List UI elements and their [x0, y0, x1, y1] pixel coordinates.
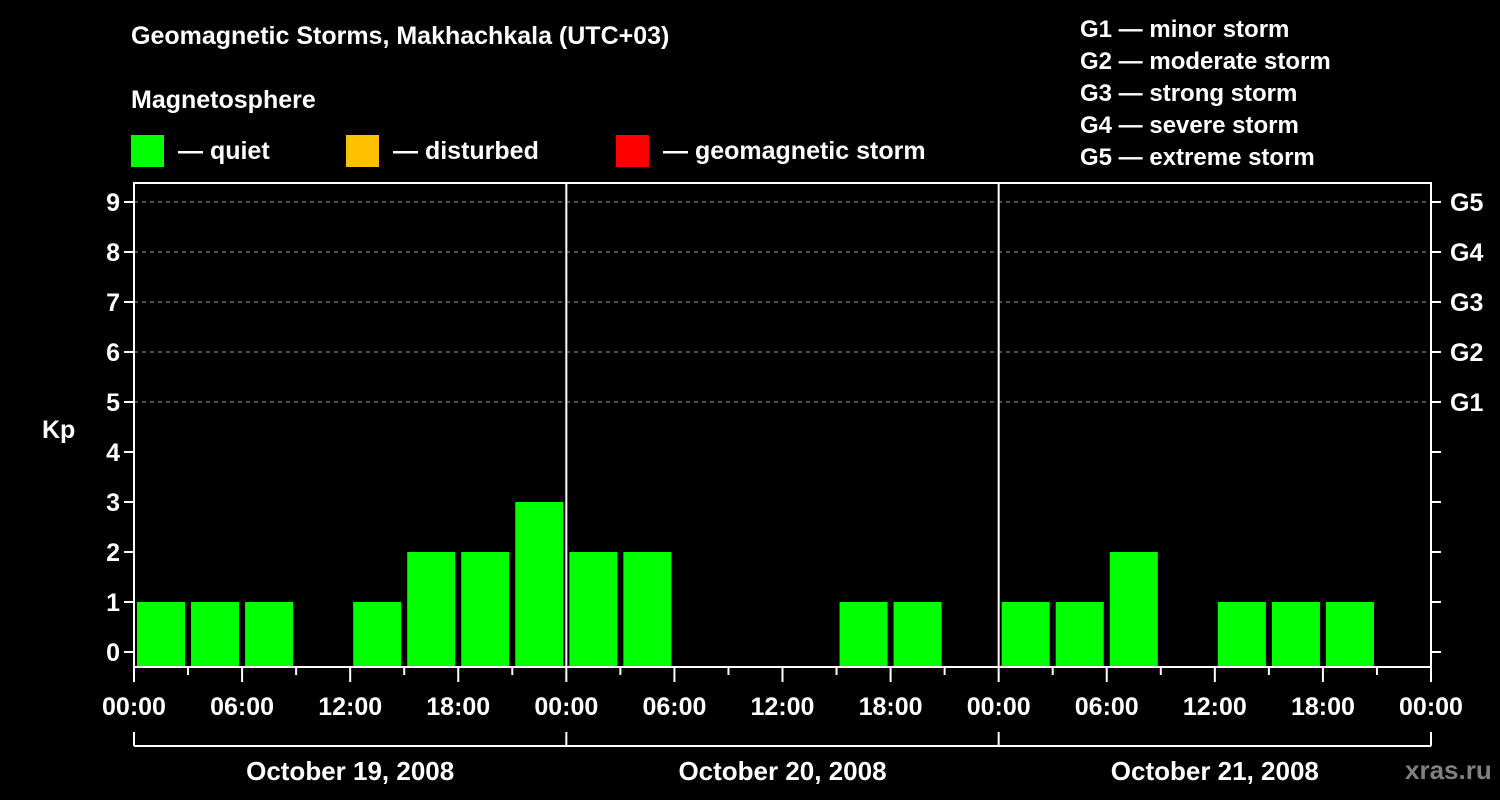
x-tick-label: 18:00 — [1291, 693, 1355, 721]
watermark: xras.ru — [1405, 755, 1492, 785]
g-level-label: G3 — [1450, 289, 1483, 317]
kp-bar — [515, 502, 564, 667]
kp-bar — [893, 602, 942, 667]
kp-bar — [623, 552, 672, 667]
x-tick-label: 00:00 — [1399, 693, 1463, 721]
storm-swatch — [616, 135, 649, 167]
kp-bar — [245, 602, 294, 667]
x-tick-label: 12:00 — [751, 693, 815, 721]
g4-description: G4 — severe storm — [1080, 112, 1299, 139]
kp-bar — [1271, 602, 1320, 667]
legend-storm-label: — geomagnetic storm — [663, 136, 926, 165]
y-tick-label: 4 — [106, 439, 120, 467]
y-tick-label: 1 — [106, 589, 120, 617]
kp-bar — [1109, 552, 1158, 667]
quiet-swatch — [131, 135, 164, 167]
magnetosphere-label: Magnetosphere — [131, 86, 316, 114]
kp-bar — [353, 602, 402, 667]
legend-quiet: — quiet — [131, 135, 270, 167]
g1-description: G1 — minor storm — [1080, 16, 1290, 43]
y-axis-label: Kp — [42, 416, 75, 444]
x-tick-label: 00:00 — [967, 693, 1031, 721]
day-label: October 20, 2008 — [678, 756, 886, 786]
g2-description: G2 — moderate storm — [1080, 48, 1331, 75]
kp-bar — [137, 602, 186, 667]
g-level-label: G1 — [1450, 389, 1483, 417]
x-tick-label: 06:00 — [210, 693, 274, 721]
y-tick-label: 8 — [106, 239, 120, 267]
y-tick-label: 2 — [106, 539, 120, 567]
g5-description: G5 — extreme storm — [1080, 144, 1315, 171]
x-tick-label: 06:00 — [1075, 693, 1139, 721]
x-tick-label: 12:00 — [1183, 693, 1247, 721]
legend-quiet-label: — quiet — [178, 136, 270, 165]
y-tick-label: 0 — [106, 639, 120, 667]
kp-bar — [1055, 602, 1104, 667]
g-level-label: G5 — [1450, 189, 1483, 217]
kp-bar — [191, 602, 240, 667]
x-tick-label: 06:00 — [642, 693, 706, 721]
kp-bar — [1001, 602, 1050, 667]
g-scale-legend: G1 — minor storm G2 — moderate storm G3 … — [1080, 14, 1331, 174]
day-label: October 19, 2008 — [246, 756, 454, 786]
y-tick-label: 3 — [106, 489, 120, 517]
disturbed-swatch — [346, 135, 379, 167]
day-label: October 21, 2008 — [1111, 756, 1319, 786]
plot-frame — [133, 182, 1432, 668]
kp-bar — [1325, 602, 1374, 667]
kp-bar — [461, 552, 510, 667]
chart-title: Geomagnetic Storms, Makhachkala (UTC+03) — [131, 22, 670, 50]
y-tick-label: 9 — [106, 189, 120, 217]
kp-bar — [839, 602, 888, 667]
g-level-label: G4 — [1450, 239, 1483, 267]
y-tick-label: 6 — [106, 339, 120, 367]
g-level-label: G2 — [1450, 339, 1483, 367]
kp-bar — [407, 552, 456, 667]
kp-bar — [569, 552, 618, 667]
legend-disturbed: — disturbed — [346, 135, 539, 167]
legend-storm: — geomagnetic storm — [616, 135, 926, 167]
g3-description: G3 — strong storm — [1080, 80, 1298, 107]
x-tick-label: 00:00 — [534, 693, 598, 721]
y-tick-label: 7 — [106, 289, 120, 317]
y-tick-label: 5 — [106, 389, 120, 417]
x-tick-label: 12:00 — [318, 693, 382, 721]
x-tick-label: 00:00 — [102, 693, 166, 721]
kp-bar — [1217, 602, 1266, 667]
legend-disturbed-label: — disturbed — [393, 136, 539, 165]
x-tick-label: 18:00 — [859, 693, 923, 721]
x-tick-label: 18:00 — [426, 693, 490, 721]
